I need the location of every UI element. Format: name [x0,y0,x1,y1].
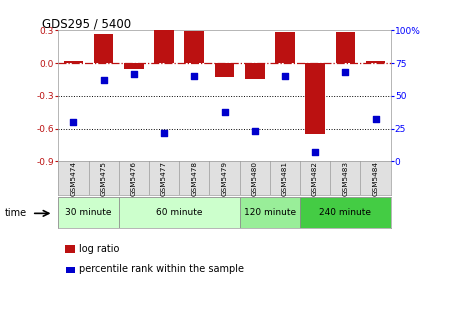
Bar [335,33,355,63]
Bar [366,61,385,63]
Point [191,74,198,79]
Point [282,74,289,79]
Bar [215,63,234,77]
Text: GSM5477: GSM5477 [161,161,167,196]
Point [312,150,319,155]
Bar [119,197,240,228]
Point [221,109,228,114]
Bar [300,197,391,228]
Text: log ratio: log ratio [79,244,119,254]
Bar [64,61,84,63]
Bar [240,197,300,228]
Text: 240 minute: 240 minute [319,208,371,217]
Text: 30 minute: 30 minute [65,208,112,217]
Text: 120 minute: 120 minute [244,208,296,217]
Text: GDS295 / 5400: GDS295 / 5400 [42,17,131,30]
Bar [124,63,144,69]
Text: GSM5474: GSM5474 [70,161,76,196]
Point [160,130,167,135]
Point [130,71,137,76]
Text: GSM5482: GSM5482 [312,161,318,196]
Bar [245,63,264,79]
Bar [305,63,325,134]
Text: GSM5480: GSM5480 [252,161,258,196]
Text: GSM5483: GSM5483 [342,161,348,196]
Point [251,129,258,134]
Text: time: time [4,208,26,218]
Bar [185,31,204,63]
Point [342,70,349,75]
Text: GSM5478: GSM5478 [191,161,197,196]
Bar [94,34,114,63]
Text: GSM5481: GSM5481 [282,161,288,196]
Point [100,77,107,83]
Bar [58,197,119,228]
Text: GSM5475: GSM5475 [101,161,107,196]
Text: 60 minute: 60 minute [156,208,202,217]
Bar [154,30,174,63]
Point [372,117,379,122]
Text: GSM5476: GSM5476 [131,161,137,196]
Text: GSM5484: GSM5484 [373,161,379,196]
Text: percentile rank within the sample: percentile rank within the sample [79,264,243,274]
Bar [275,33,295,63]
Text: GSM5479: GSM5479 [221,161,228,196]
Point [70,119,77,125]
